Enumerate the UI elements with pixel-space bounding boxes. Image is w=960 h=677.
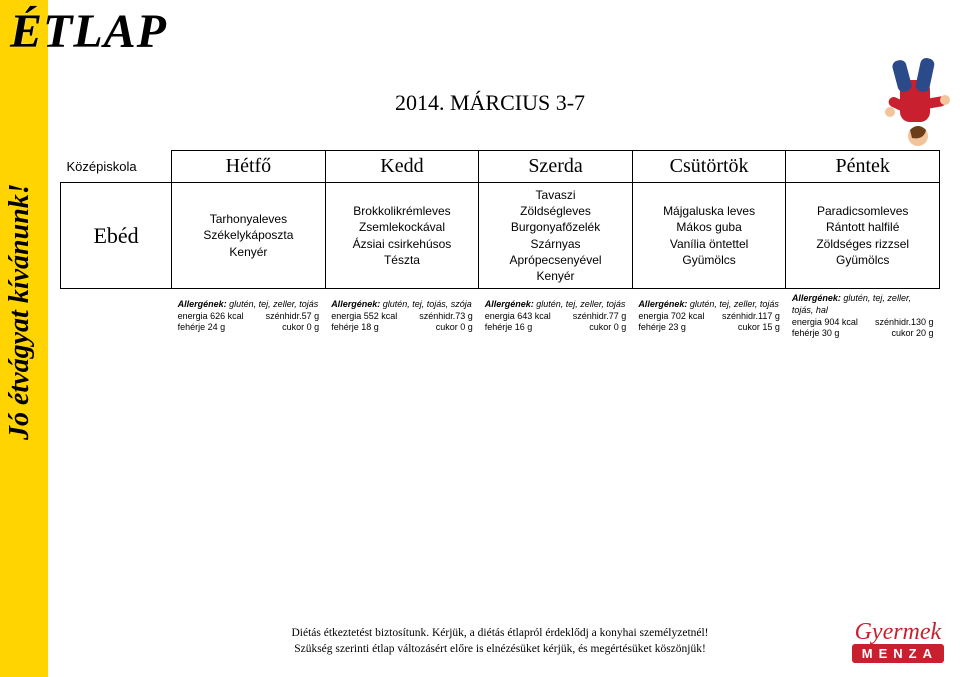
allergen-label: Allergének: bbox=[178, 299, 227, 309]
energy: energia 643 kcal bbox=[485, 311, 551, 323]
allergen-label: Allergének: bbox=[638, 299, 687, 309]
allergen-list: glutén, tej, zeller, tojás bbox=[227, 299, 319, 309]
day-header: Csütörtök bbox=[632, 151, 786, 183]
protein: fehérje 30 g bbox=[792, 328, 840, 340]
sugar: cukor 0 g bbox=[436, 322, 473, 334]
sugar: cukor 15 g bbox=[738, 322, 780, 334]
day-header: Hétfő bbox=[172, 151, 326, 183]
allergen-list: glutén, tej, tojás, szója bbox=[380, 299, 472, 309]
logo-bottom: MENZA bbox=[852, 644, 944, 663]
date-range: 2014. MÁRCIUS 3-7 bbox=[55, 90, 925, 116]
menu-cell: TavasziZöldséglevesBurgonyafőzelékSzárny… bbox=[479, 183, 633, 289]
nutrition-cell: Allergének: glutén, tej, tojás, szója en… bbox=[325, 289, 479, 344]
protein: fehérje 24 g bbox=[178, 322, 226, 334]
allergen-list: glutén, tej, zeller, tojás bbox=[687, 299, 779, 309]
energy: energia 552 kcal bbox=[331, 311, 397, 323]
nutrition-cell: Allergének: glutén, tej, zeller, tojás e… bbox=[479, 289, 633, 344]
footer-line: Diétás étkeztetést biztosítunk. Kérjük, … bbox=[60, 625, 940, 641]
allergen-label: Allergének: bbox=[792, 293, 841, 303]
day-header: Kedd bbox=[325, 151, 479, 183]
carb: szénhidr.57 g bbox=[266, 311, 320, 323]
menu-cell: Májgaluska levesMákos gubaVanília öntett… bbox=[632, 183, 786, 289]
allergen-label: Allergének: bbox=[331, 299, 380, 309]
protein: fehérje 18 g bbox=[331, 322, 379, 334]
meal-label: Ebéd bbox=[61, 183, 172, 289]
allergen-label: Allergének: bbox=[485, 299, 534, 309]
menu-table: Középiskola Hétfő Kedd Szerda Csütörtök … bbox=[60, 150, 940, 344]
logo: Gyermek MENZA bbox=[852, 622, 944, 663]
page-title: ÉTLAP bbox=[10, 4, 167, 59]
menu-cell: TarhonyalevesSzékelykáposztaKenyér bbox=[172, 183, 326, 289]
carb: szénhidr.117 g bbox=[722, 311, 780, 323]
energy: energia 626 kcal bbox=[178, 311, 244, 323]
footer: Diétás étkeztetést biztosítunk. Kérjük, … bbox=[60, 625, 940, 657]
protein: fehérje 23 g bbox=[638, 322, 686, 334]
nutrition-cell: Allergének: glutén, tej, zeller, tojás e… bbox=[172, 289, 326, 344]
day-header: Péntek bbox=[786, 151, 940, 183]
allergen-list: glutén, tej, zeller, tojás bbox=[534, 299, 626, 309]
sugar: cukor 0 g bbox=[282, 322, 319, 334]
nutrition-cell: Allergének: glutén, tej, zeller, tojás, … bbox=[786, 289, 940, 344]
energy: energia 904 kcal bbox=[792, 317, 858, 329]
menu-cell: BrokkolikrémlevesZsemlekockávalÁzsiai cs… bbox=[325, 183, 479, 289]
carb: szénhidr.73 g bbox=[419, 311, 473, 323]
carb: szénhidr.77 g bbox=[573, 311, 627, 323]
carb: szénhidr.130 g bbox=[875, 317, 934, 329]
nutrition-cell: Allergének: glutén, tej, zeller, tojás e… bbox=[632, 289, 786, 344]
sugar: cukor 20 g bbox=[891, 328, 933, 340]
footer-line: Szükség szerinti étlap változásért előre… bbox=[60, 641, 940, 657]
empty-cell bbox=[61, 289, 172, 344]
sugar: cukor 0 g bbox=[589, 322, 626, 334]
logo-top: Gyermek bbox=[852, 622, 944, 644]
protein: fehérje 16 g bbox=[485, 322, 533, 334]
day-header: Szerda bbox=[479, 151, 633, 183]
vertical-greeting: Jó étvágyat kívánunk! bbox=[4, 183, 36, 440]
energy: energia 702 kcal bbox=[638, 311, 704, 323]
school-label: Középiskola bbox=[61, 151, 172, 183]
menu-cell: ParadicsomlevesRántott halfiléZöldséges … bbox=[786, 183, 940, 289]
